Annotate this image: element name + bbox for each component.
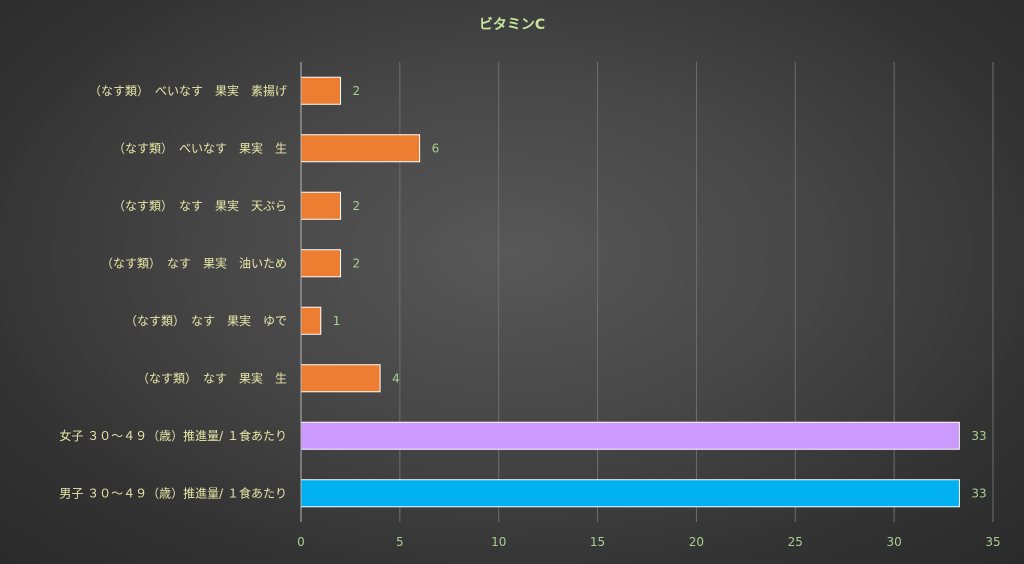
value-label-1: 6 xyxy=(432,141,440,155)
x-tick-label-7: 35 xyxy=(985,535,1000,549)
category-label-3: （なす類） なす 果実 油いため xyxy=(101,255,287,270)
category-label-7: 男子 ３０～４９（歳）推進量/ １食あたり xyxy=(59,485,287,500)
x-tick-label-1: 5 xyxy=(396,535,404,549)
category-label-5: （なす類） なす 果実 生 xyxy=(137,370,287,385)
value-label-6: 33 xyxy=(971,429,986,443)
x-tick-label-4: 20 xyxy=(689,535,704,549)
x-tick-label-0: 0 xyxy=(297,535,305,549)
value-label-5: 4 xyxy=(392,371,400,385)
bar-6 xyxy=(300,421,960,450)
value-label-4: 1 xyxy=(333,314,341,328)
bar-4 xyxy=(300,306,322,335)
category-label-2: （なす類） なす 果実 天ぷら xyxy=(113,198,287,213)
x-tick-label-3: 15 xyxy=(590,535,605,549)
value-label-3: 2 xyxy=(353,256,361,270)
value-label-7: 33 xyxy=(971,486,986,500)
x-tick-label-2: 10 xyxy=(491,535,506,549)
category-label-1: （なす類） べいなす 果実 生 xyxy=(113,140,287,155)
bar-2 xyxy=(300,191,342,220)
x-tick-label-6: 30 xyxy=(887,535,902,549)
bar-0 xyxy=(300,76,342,105)
category-label-6: 女子 ３０～４９（歳）推進量/ １食あたり xyxy=(59,428,287,443)
chart-title: ビタミンC xyxy=(478,17,546,33)
value-label-2: 2 xyxy=(353,199,361,213)
bar-3 xyxy=(300,249,342,278)
category-label-0: （なす類） べいなす 果実 素揚げ xyxy=(89,83,287,98)
bar-5 xyxy=(300,364,381,393)
bar-1 xyxy=(300,134,421,163)
category-label-4: （なす類） なす 果実 ゆで xyxy=(125,313,287,328)
value-label-0: 2 xyxy=(353,84,361,98)
x-tick-label-5: 25 xyxy=(788,535,803,549)
bar-7 xyxy=(300,479,960,508)
